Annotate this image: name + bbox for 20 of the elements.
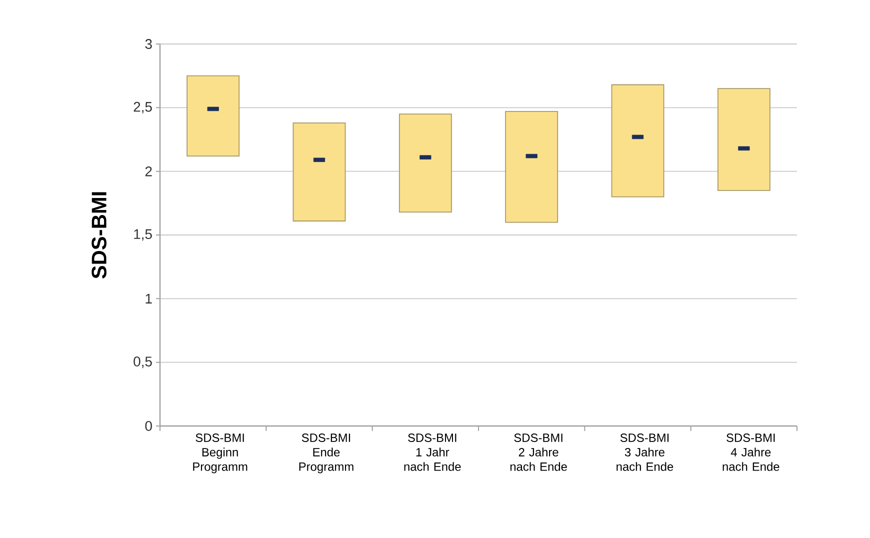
bar [717,88,770,191]
y-tick-label: 1,5 [134,229,152,241]
x-tick-label: SDS-BMI Beginn Programm [193,434,248,474]
x-tick-label: SDS-BMI 1 Jahr nach Ende [404,434,461,471]
bar [292,122,346,222]
y-tick-label: 2 [145,166,152,176]
y-tick-label: 2,5 [134,102,152,114]
bar [398,114,452,213]
bar [611,84,664,198]
y-axis-title: SDS-BMI [92,192,106,279]
y-tick-label: 3 [145,39,152,49]
bar [505,111,558,223]
x-tick-label: SDS-BMI 4 Jahre nach Ende [722,434,780,471]
x-tick-label: SDS-BMI 3 Jahre nach Ende [616,434,674,471]
y-tick-label: 1 [146,294,152,304]
bar [186,75,240,156]
x-tick-label: SDS-BMI 2 Jahre nach Ende [510,434,567,471]
y-tick-label: 0 [145,421,152,431]
x-tick-label: SDS-BMI Ende Programm [299,434,354,474]
y-tick-label: 0,5 [134,356,152,368]
